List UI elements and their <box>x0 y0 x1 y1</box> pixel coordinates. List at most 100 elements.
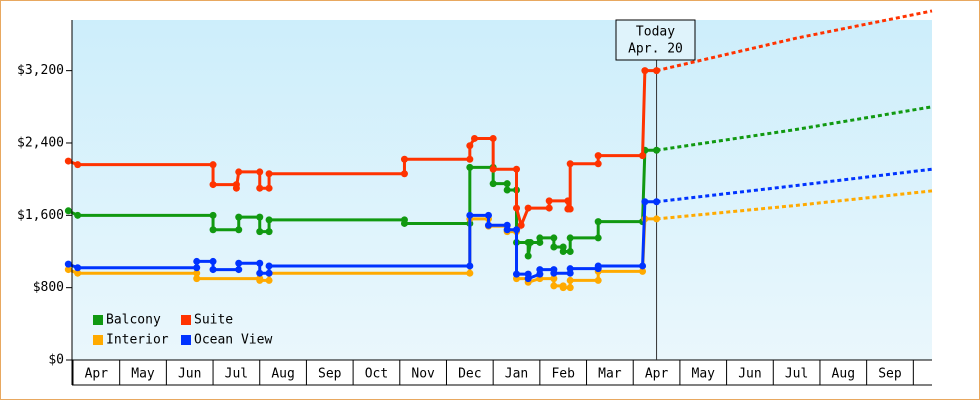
x-tick-label: Sep <box>878 367 902 382</box>
point <box>209 161 217 169</box>
plot-area <box>72 20 932 360</box>
point <box>256 213 264 221</box>
point <box>193 264 201 272</box>
point <box>470 134 478 142</box>
point <box>559 247 567 255</box>
today-box <box>615 19 696 61</box>
point <box>503 226 511 234</box>
point <box>550 282 558 290</box>
x-tick-label: May <box>131 367 155 382</box>
y-tick-label: $3,200 <box>17 63 64 78</box>
point <box>265 170 273 178</box>
point <box>566 234 574 242</box>
today-label: Today <box>636 25 675 40</box>
point <box>74 161 82 169</box>
point <box>484 221 492 229</box>
point <box>209 266 217 274</box>
point <box>235 213 243 221</box>
legend-label: Interior <box>106 333 169 348</box>
point <box>265 184 273 192</box>
point <box>545 204 553 212</box>
point <box>550 275 558 283</box>
point <box>400 155 408 163</box>
point <box>235 259 243 267</box>
legend-swatch <box>181 335 191 345</box>
today-date: Apr. 20 <box>628 42 683 57</box>
x-tick-label: Oct <box>365 367 388 382</box>
point <box>265 262 273 270</box>
point <box>566 276 574 284</box>
point <box>256 168 264 176</box>
projection-line <box>656 189 933 221</box>
point <box>503 180 511 188</box>
point <box>564 197 572 205</box>
point <box>256 276 264 284</box>
point <box>265 269 273 277</box>
point <box>517 221 525 229</box>
point <box>235 266 243 274</box>
point <box>513 165 521 173</box>
point <box>235 226 243 234</box>
point <box>466 142 474 150</box>
point <box>256 269 264 277</box>
point <box>550 234 558 242</box>
point <box>594 160 602 168</box>
point <box>235 168 243 176</box>
point <box>265 216 273 224</box>
x-tick-label: Jan <box>505 367 528 382</box>
point <box>639 267 647 275</box>
plot: $0 $800 $1,600 $2,400 $3,200 Apr May Jun Jul Aug S… <box>17 9 933 386</box>
point <box>466 163 474 171</box>
point <box>193 275 201 283</box>
legend-swatch <box>93 335 103 345</box>
projection-line <box>656 9 933 73</box>
point <box>550 243 558 251</box>
point <box>653 198 661 206</box>
point <box>641 198 649 206</box>
point <box>594 262 602 270</box>
legend-label: Suite <box>194 313 233 328</box>
point <box>400 170 408 178</box>
point <box>489 165 497 173</box>
point <box>550 269 558 277</box>
point <box>64 157 72 165</box>
point <box>653 67 661 75</box>
point <box>466 262 474 270</box>
x-tick-label: Feb <box>551 367 575 382</box>
point <box>265 228 273 236</box>
x-tick-label: Aug <box>271 367 294 382</box>
x-tick-label: Sep <box>318 367 342 382</box>
point <box>209 211 217 219</box>
legend-swatch <box>181 315 191 325</box>
point <box>74 211 82 219</box>
point <box>545 197 553 205</box>
point <box>566 160 574 168</box>
point <box>536 266 544 274</box>
point <box>513 226 521 234</box>
point <box>594 152 602 160</box>
point <box>566 284 574 292</box>
projection-line <box>656 167 933 204</box>
x-tick-label: Jul <box>785 367 808 382</box>
point <box>209 257 217 265</box>
point <box>594 218 602 226</box>
point <box>64 207 72 215</box>
point <box>653 215 661 223</box>
x-tick-label: Mar <box>598 367 622 382</box>
legend-swatch <box>93 315 103 325</box>
point <box>489 134 497 142</box>
projection-line <box>656 105 933 152</box>
point <box>524 204 532 212</box>
x-tick-label: May <box>692 367 716 382</box>
point <box>193 269 201 277</box>
point <box>209 181 217 189</box>
point <box>74 264 82 272</box>
point <box>193 257 201 265</box>
point <box>64 260 72 268</box>
x-tick-label: Dec <box>458 367 481 382</box>
point <box>64 266 72 274</box>
point <box>513 270 521 278</box>
point <box>641 67 649 75</box>
point <box>466 211 474 219</box>
point <box>74 269 82 277</box>
